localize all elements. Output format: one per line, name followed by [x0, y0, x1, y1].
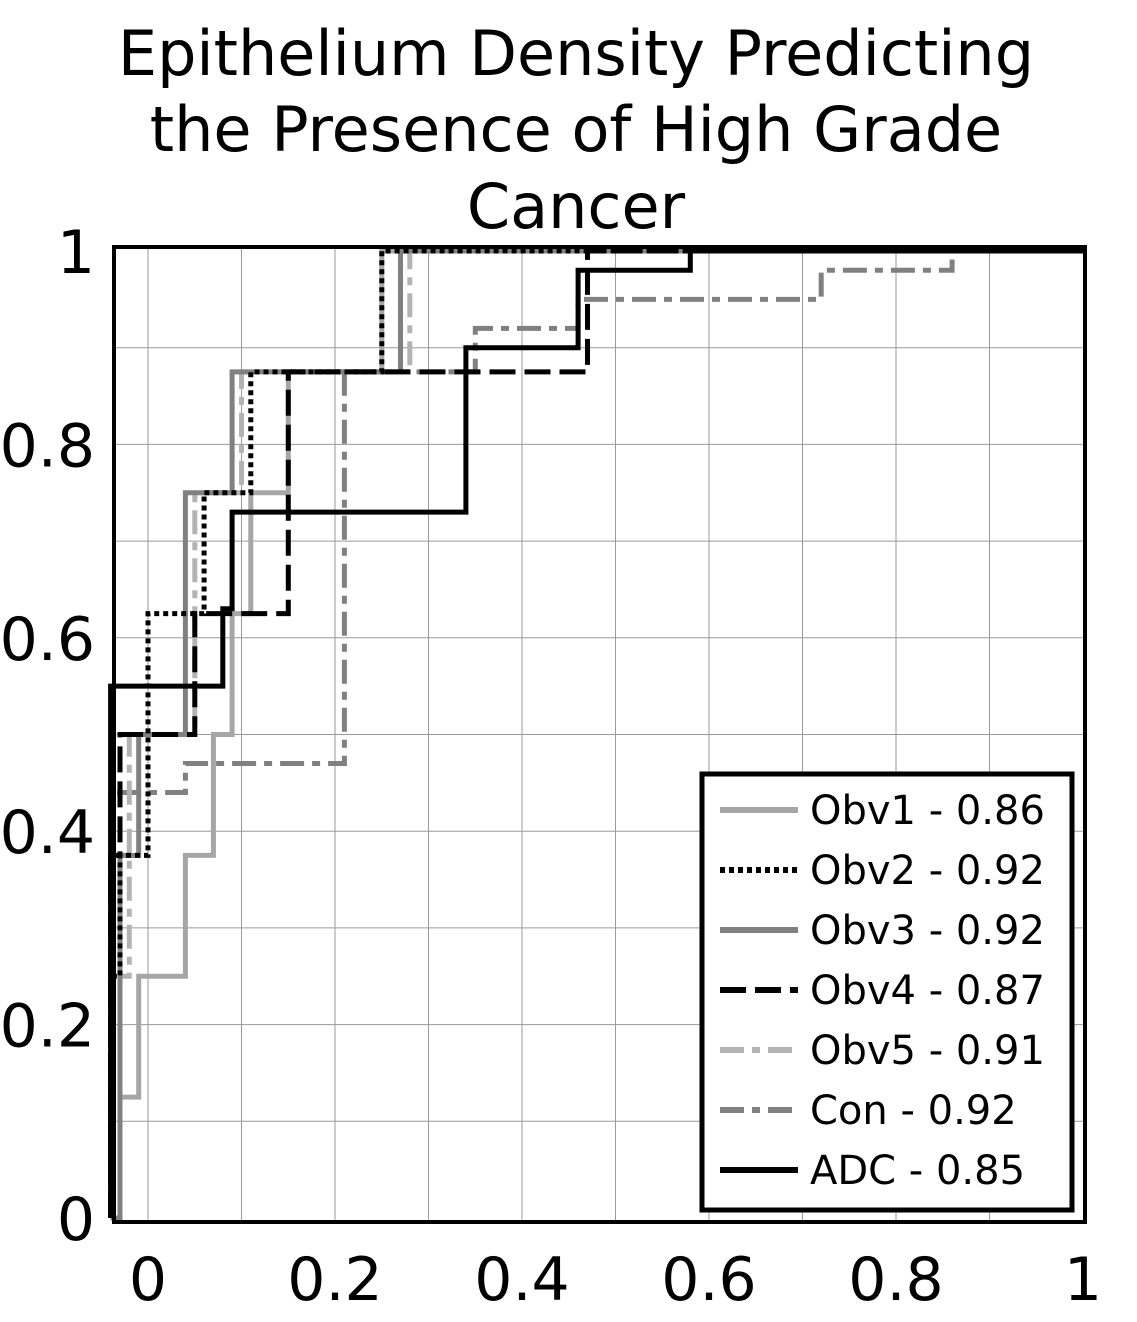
y-tick-label: 1 [57, 218, 95, 288]
series-lines [108, 248, 1083, 1221]
legend: Obv1 - 0.86 Obv2 - 0.92 Obv3 - 0.92 Obv4 - … [699, 771, 1075, 1213]
chart-title-line-3: Cancer [467, 170, 686, 243]
legend-label-con: Con - 0.92 [810, 1088, 1017, 1134]
legend-label-obv2: Obv2 - 0.92 [810, 848, 1045, 894]
chart-title: Epithelium Density Predicting the Presen… [118, 17, 1034, 243]
x-tick-label: 0.4 [474, 1245, 569, 1315]
y-axis-ticks: 0 0.2 0.4 0.6 0.8 1 [0, 218, 95, 1255]
legend-label-obv1: Obv1 - 0.86 [810, 788, 1045, 834]
x-tick-label: 0.6 [661, 1245, 756, 1315]
chart-title-line-1: Epithelium Density Predicting [118, 17, 1034, 90]
x-tick-label: 0 [129, 1245, 167, 1315]
chart-title-line-2: the Presence of High Grade [150, 93, 1002, 166]
y-tick-label: 0.8 [0, 411, 95, 481]
y-tick-label: 0.6 [0, 605, 95, 675]
x-tick-label: 0.2 [287, 1245, 382, 1315]
series-line-adc [108, 248, 1083, 1218]
y-tick-label: 0 [57, 1185, 95, 1255]
y-tick-label: 0.4 [0, 798, 95, 868]
y-tick-label: 0.2 [0, 992, 95, 1062]
plot-frame [112, 245, 1087, 1224]
series-line-obv2 [108, 248, 1083, 1218]
legend-label-obv5: Obv5 - 0.91 [810, 1028, 1045, 1074]
x-tick-label: 1 [1064, 1245, 1102, 1315]
x-tick-label: 0.8 [848, 1245, 943, 1315]
legend-label-obv4: Obv4 - 0.87 [810, 968, 1045, 1014]
legend-label-obv3: Obv3 - 0.92 [810, 908, 1045, 954]
x-axis-ticks: 0 0.2 0.4 0.6 0.8 1 [129, 1245, 1102, 1315]
legend-label-adc: ADC - 0.85 [810, 1148, 1025, 1194]
